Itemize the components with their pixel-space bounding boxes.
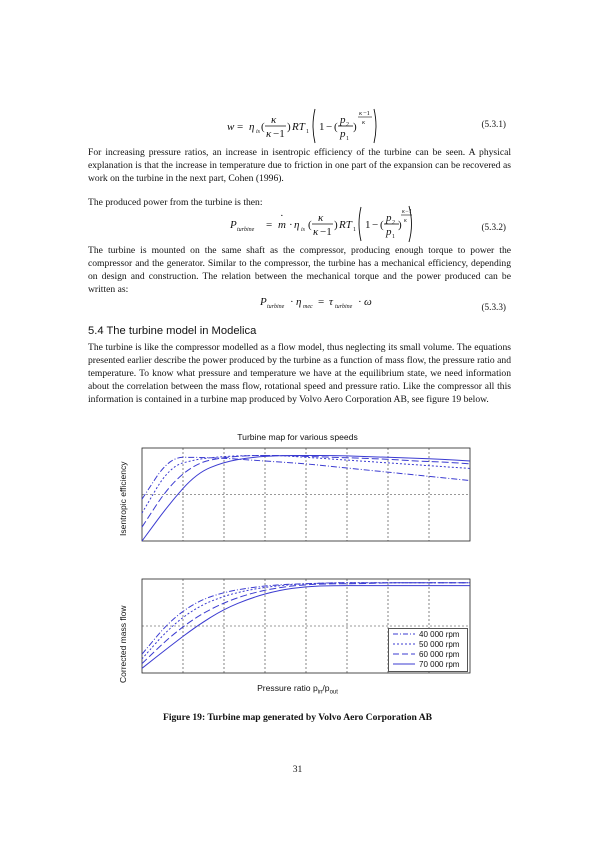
top-y-axis-label: Isentropic efficiency (118, 461, 128, 537)
svg-text:1: 1 (306, 129, 309, 135)
svg-text:p: p (339, 114, 346, 126)
svg-text:κ: κ (362, 119, 366, 126)
svg-text:): ) (334, 219, 338, 231)
equation-5-3-3-formula: P turbine · η mec = τ turbine · ω (259, 296, 372, 310)
page-number: 31 (292, 764, 303, 775)
svg-text:=: = (237, 121, 243, 133)
svg-text:): ) (287, 121, 291, 133)
svg-text:κ: κ (266, 128, 272, 140)
svg-text:=: = (266, 219, 272, 231)
svg-text:η: η (249, 121, 254, 133)
paragraph-2: The produced power from the turbine is t… (88, 197, 263, 208)
equation-number: (5.3.2) (481, 222, 507, 232)
svg-text:turbine: turbine (267, 304, 285, 310)
legend-label: 60 000 rpm (419, 649, 460, 659)
massflow-series-60000rpm (141, 582, 470, 664)
svg-text:κ: κ (313, 226, 319, 238)
svg-text:RT: RT (291, 121, 306, 133)
svg-text:(: ( (261, 121, 265, 133)
svg-text:m: m (278, 219, 286, 231)
figure-caption: Figure 19: Turbine map generated by Volv… (162, 712, 433, 723)
svg-text:P: P (259, 296, 267, 308)
svg-text:1: 1 (392, 234, 395, 240)
efficiency-series-40000rpm (141, 456, 471, 500)
svg-text:p: p (385, 226, 392, 238)
paragraph-4: The turbine is like the compressor model… (88, 342, 511, 405)
figure-title: Turbine map for various speeds (237, 432, 358, 442)
svg-text:·: · (358, 296, 362, 308)
svg-text:−1: −1 (273, 128, 285, 140)
svg-text:κ−1: κ−1 (402, 209, 412, 215)
svg-text:2: 2 (392, 220, 395, 226)
svg-text:p: p (385, 212, 392, 224)
svg-text:κ: κ (271, 114, 277, 126)
legend-label: 50 000 rpm (419, 639, 460, 649)
efficiency-chart (141, 447, 471, 542)
eq2-lhs: P (229, 219, 237, 231)
legend-label: 70 000 rpm (419, 659, 460, 669)
svg-text:is: is (256, 129, 261, 135)
svg-text:η: η (296, 296, 301, 308)
svg-text:(: ( (308, 219, 312, 231)
svg-text:−1: −1 (320, 226, 332, 238)
equation-number: (5.3.3) (481, 302, 507, 312)
legend-item: 60 000 rpm (389, 649, 467, 659)
legend-label: 40 000 rpm (419, 629, 460, 639)
legend-item: 70 000 rpm (389, 659, 467, 669)
svg-text:1: 1 (319, 121, 325, 133)
svg-text:κ: κ (318, 212, 324, 224)
svg-text:1: 1 (365, 219, 371, 231)
svg-text:): ) (353, 121, 357, 133)
svg-text:(: ( (334, 121, 338, 133)
svg-text:−: − (372, 219, 378, 231)
legend-item: 50 000 rpm (389, 639, 467, 649)
svg-text:p: p (339, 128, 346, 140)
eq1-lhs: w (227, 121, 235, 133)
svg-text:=: = (318, 296, 324, 308)
svg-text:mec: mec (303, 304, 313, 310)
section-heading: 5.4 The turbine model in Modelica (88, 325, 257, 337)
svg-text:(: ( (380, 219, 384, 231)
mass-flow-chart (141, 578, 471, 674)
massflow-series-70000rpm (141, 585, 470, 669)
svg-text:ω: ω (364, 296, 372, 308)
svg-text:1: 1 (346, 136, 349, 142)
equation-5-3-2-bracket (408, 205, 412, 243)
svg-text:·: · (289, 219, 293, 231)
x-axis-label: Pressure ratio pin/pout (257, 683, 338, 696)
equation-5-3-1-formula: w = η is ( κ κ −1 ) RT 1 1 − ( p 2 p 1 )… (227, 108, 377, 144)
svg-text:κ: κ (359, 110, 363, 117)
bottom-y-axis-label: Corrected mass flow (118, 605, 128, 683)
equation-number: (5.3.1) (481, 119, 507, 129)
svg-text:2: 2 (346, 122, 349, 128)
paragraph-1: For increasing pressure ratios, an incre… (88, 147, 511, 184)
svg-text:τ: τ (329, 296, 334, 308)
efficiency-series-70000rpm (141, 454, 471, 542)
chart-legend: 40 000 rpm 50 000 rpm 60 000 rpm 70 000 … (388, 628, 468, 672)
svg-text:1: 1 (353, 227, 356, 233)
svg-text:−1: −1 (363, 110, 370, 117)
svg-text:·: · (290, 296, 294, 308)
svg-text:RT: RT (338, 219, 353, 231)
svg-text:−: − (326, 121, 332, 133)
legend-item: 40 000 rpm (389, 629, 467, 639)
svg-text:η: η (294, 219, 299, 231)
svg-text:): ) (398, 219, 402, 231)
equation-5-3-2-formula: P turbine = m · · η is ( κ κ −1 ) RT 1 1… (229, 206, 412, 242)
svg-text:turbine: turbine (335, 304, 353, 310)
svg-text:is: is (301, 227, 306, 233)
eq2-lhs-sub: turbine (237, 227, 255, 233)
svg-text:·: · (280, 210, 284, 222)
svg-text:κ: κ (404, 218, 407, 224)
paragraph-3: The turbine is mounted on the same shaft… (88, 245, 511, 295)
